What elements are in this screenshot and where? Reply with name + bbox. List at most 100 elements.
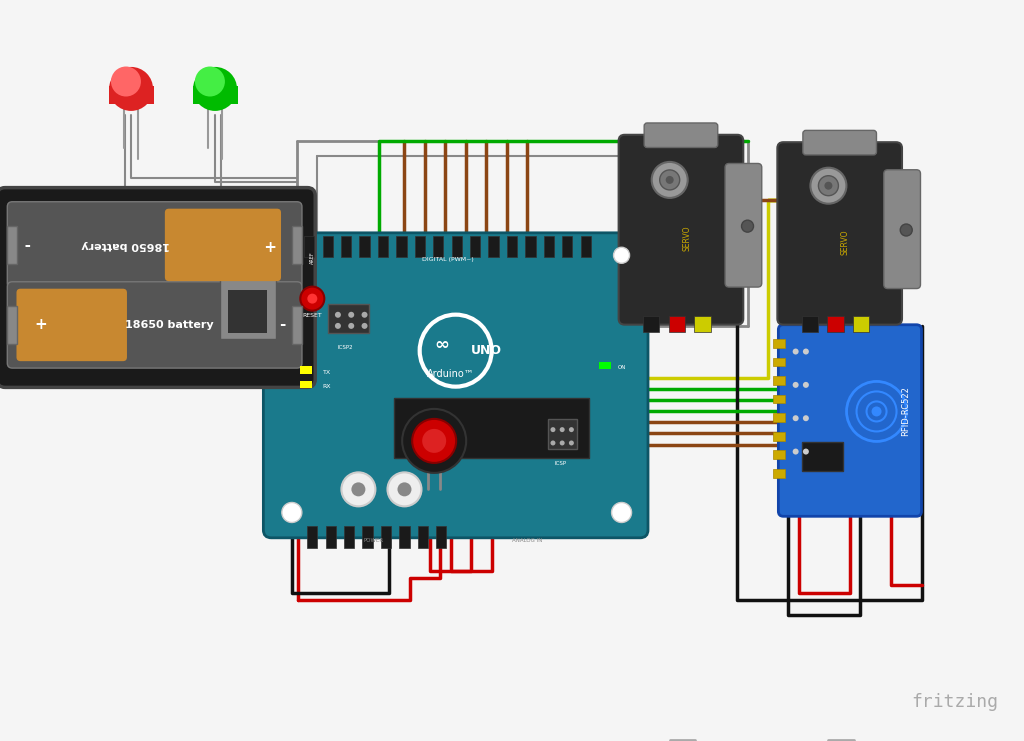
- Circle shape: [793, 448, 799, 454]
- Bar: [802, 316, 818, 332]
- Text: ON: ON: [617, 365, 626, 370]
- Bar: [562, 236, 572, 257]
- Circle shape: [361, 312, 368, 318]
- FancyBboxPatch shape: [16, 289, 127, 361]
- Text: ICSP: ICSP: [554, 461, 566, 466]
- Circle shape: [335, 323, 341, 329]
- Bar: [415, 236, 425, 257]
- Bar: [773, 339, 785, 348]
- Circle shape: [803, 415, 809, 421]
- Bar: [220, 273, 276, 339]
- Text: Arduino™: Arduino™: [427, 369, 474, 379]
- Circle shape: [387, 472, 422, 506]
- Circle shape: [569, 440, 573, 445]
- Circle shape: [803, 348, 809, 354]
- Text: -: -: [280, 317, 286, 333]
- Circle shape: [824, 182, 833, 190]
- Bar: [394, 399, 589, 458]
- Circle shape: [195, 67, 225, 96]
- FancyBboxPatch shape: [618, 135, 743, 325]
- Bar: [802, 442, 843, 471]
- Bar: [773, 431, 785, 440]
- Bar: [328, 304, 369, 333]
- Circle shape: [300, 287, 325, 310]
- Circle shape: [111, 67, 141, 96]
- Bar: [643, 316, 659, 332]
- Bar: [827, 316, 844, 332]
- FancyBboxPatch shape: [803, 130, 877, 155]
- Bar: [773, 376, 785, 385]
- Bar: [326, 526, 336, 548]
- Text: +: +: [262, 237, 274, 253]
- Circle shape: [803, 448, 809, 454]
- Circle shape: [422, 429, 446, 453]
- Text: SERVO: SERVO: [682, 226, 691, 251]
- Circle shape: [793, 382, 799, 388]
- Bar: [436, 526, 446, 548]
- FancyBboxPatch shape: [263, 233, 648, 538]
- Bar: [544, 236, 554, 257]
- Circle shape: [810, 167, 847, 204]
- Bar: [470, 236, 480, 257]
- Bar: [323, 236, 333, 257]
- Text: AREF: AREF: [310, 252, 314, 265]
- Bar: [773, 451, 785, 459]
- Bar: [292, 226, 302, 264]
- Circle shape: [348, 312, 354, 318]
- Circle shape: [793, 348, 799, 354]
- Bar: [109, 86, 154, 104]
- Bar: [669, 316, 685, 332]
- Circle shape: [803, 382, 809, 388]
- Bar: [228, 290, 267, 333]
- FancyBboxPatch shape: [7, 282, 302, 368]
- Bar: [525, 236, 536, 257]
- Bar: [362, 526, 373, 548]
- Circle shape: [402, 409, 466, 473]
- Circle shape: [793, 415, 799, 421]
- FancyBboxPatch shape: [777, 142, 902, 325]
- Text: RESET: RESET: [302, 313, 323, 319]
- FancyBboxPatch shape: [725, 164, 762, 287]
- Bar: [433, 236, 443, 257]
- Text: UNO: UNO: [471, 344, 502, 357]
- Bar: [548, 419, 577, 449]
- Circle shape: [900, 224, 912, 236]
- Circle shape: [659, 170, 680, 190]
- Circle shape: [335, 312, 341, 318]
- Bar: [773, 469, 785, 478]
- FancyBboxPatch shape: [644, 123, 718, 147]
- Bar: [853, 316, 869, 332]
- FancyBboxPatch shape: [0, 187, 315, 388]
- Circle shape: [194, 67, 237, 111]
- Bar: [452, 236, 462, 257]
- Bar: [773, 395, 785, 403]
- Text: DIGITAL (PWM~): DIGITAL (PWM~): [423, 257, 474, 262]
- Bar: [399, 526, 410, 548]
- Circle shape: [818, 176, 839, 196]
- Circle shape: [666, 176, 674, 184]
- Circle shape: [651, 162, 688, 198]
- Bar: [396, 236, 407, 257]
- Bar: [694, 316, 711, 332]
- FancyBboxPatch shape: [165, 209, 281, 281]
- Bar: [418, 526, 428, 548]
- Circle shape: [611, 502, 632, 522]
- Bar: [773, 358, 785, 367]
- Text: +: +: [35, 317, 47, 333]
- Bar: [381, 526, 391, 548]
- Text: 18650 battery: 18650 battery: [82, 240, 170, 250]
- Circle shape: [551, 440, 555, 445]
- Circle shape: [741, 220, 754, 232]
- Bar: [378, 236, 388, 257]
- Text: 18650 battery: 18650 battery: [125, 320, 213, 330]
- Bar: [581, 236, 591, 257]
- Circle shape: [341, 472, 376, 506]
- Circle shape: [307, 293, 317, 304]
- Bar: [300, 381, 312, 388]
- Circle shape: [871, 407, 882, 416]
- Bar: [341, 236, 351, 257]
- Text: ∞: ∞: [435, 336, 450, 353]
- Text: ICSP2: ICSP2: [337, 345, 353, 350]
- Circle shape: [282, 502, 302, 522]
- Text: POWER: POWER: [364, 539, 384, 543]
